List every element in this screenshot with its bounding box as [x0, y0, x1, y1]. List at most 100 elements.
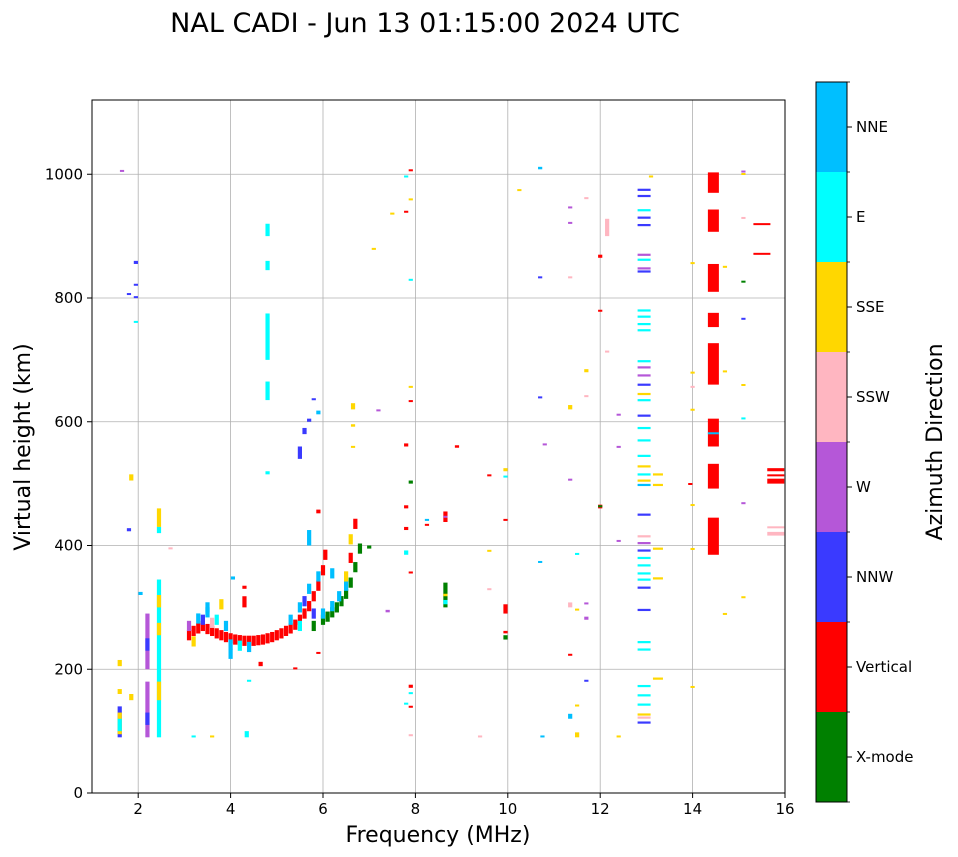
echo-segment [487, 549, 492, 552]
echo-trace-point [219, 599, 224, 610]
echo-segment [133, 283, 138, 286]
echo-segment [741, 502, 746, 505]
echo-segment [244, 731, 249, 738]
echo-side-tick [652, 577, 663, 580]
echo-segment [307, 418, 312, 422]
echo-segment [385, 609, 390, 613]
echo-segment [707, 263, 719, 292]
echo-trace-point [339, 596, 344, 607]
x-tick-label: 2 [133, 800, 143, 818]
echo-ladder-rung [637, 383, 651, 386]
echo-segment [538, 560, 543, 563]
echo-ladder-rung [637, 542, 651, 545]
echo-segment [503, 468, 508, 472]
echo-segment [117, 659, 122, 667]
echo-trace-point [288, 614, 293, 625]
echo-segment [575, 732, 580, 738]
echo-trace-point [228, 648, 233, 659]
echo-trace-point [214, 614, 219, 625]
echo-segment [404, 505, 409, 509]
echo-trace-point [205, 623, 210, 635]
echo-segment [126, 293, 132, 296]
echo-trace-point [320, 565, 326, 576]
echo-segment [616, 735, 621, 738]
echo-segment [503, 630, 508, 634]
echo-ladder-rung [637, 641, 651, 644]
echo-segment [408, 198, 413, 201]
echo-segment [133, 296, 138, 299]
colorbar-swatch [816, 442, 847, 532]
echo-segment [540, 735, 545, 738]
echo-ladder-rung [637, 360, 651, 363]
echo-segment [129, 474, 134, 481]
y-tick-label: 0 [73, 784, 83, 802]
echo-trace-point [344, 580, 349, 591]
echo-trace-point [344, 588, 349, 599]
echo-trace-point [353, 518, 358, 529]
echo-segment [503, 475, 508, 478]
echo-segment [538, 396, 543, 399]
echo-segment [605, 218, 610, 237]
echo-segment [598, 505, 603, 508]
echo-segment [688, 483, 693, 486]
echo-segment [741, 417, 746, 420]
echo-segment [156, 595, 162, 608]
echo-segment [690, 385, 695, 388]
echo-trace-point [260, 634, 266, 645]
echo-ladder-rung [637, 564, 651, 567]
echo-trace-point [330, 568, 335, 579]
chart-title: NAL CADI - Jun 13 01:15:00 2024 UTC [170, 8, 680, 39]
y-axis-ticks: 0 200 400 600 800 1000 [45, 165, 92, 802]
echo-ladder-rung [637, 513, 651, 516]
echo-trace-point [302, 608, 307, 619]
echo-segment [575, 704, 580, 707]
echo-ladder-rung [637, 454, 651, 457]
echo-segment [408, 400, 413, 403]
echo-segment [707, 517, 719, 555]
echo-segment [316, 509, 321, 514]
echo-segment [230, 576, 236, 580]
echo-ladder-rung [637, 194, 651, 198]
echo-segment [404, 443, 409, 447]
echo-segment [424, 518, 430, 521]
colorbar-category-label: X-mode [856, 748, 913, 766]
echo-trace-point [274, 630, 279, 641]
echo-segment [133, 260, 138, 264]
echo-segment [156, 526, 162, 534]
echo-ladder-rung [637, 703, 651, 706]
echo-trace-point [320, 608, 326, 619]
echo-trace-point [348, 577, 353, 588]
echo-segment [258, 661, 263, 667]
echo-trace-point [242, 635, 247, 646]
echo-trace-point [311, 620, 316, 632]
echo-segment [408, 705, 413, 708]
echo-ladder-rung [637, 322, 651, 326]
echo-ladder-rung [637, 223, 651, 227]
echo-segment [156, 579, 162, 738]
echo-ladder-rung [637, 399, 651, 402]
echo-segment [302, 427, 307, 435]
echo-trace-point [288, 623, 293, 634]
echo-segment [542, 443, 547, 446]
echo-segment [584, 616, 589, 620]
echo-ladder-rung [637, 267, 651, 270]
echo-trace-point [246, 635, 252, 646]
echo-segment [767, 478, 785, 484]
colorbar-frame [815, 81, 848, 803]
echo-trace-point [256, 635, 261, 646]
echo-trace-point [214, 628, 219, 639]
echo-trace-point [348, 534, 353, 545]
echo-segment [741, 317, 746, 320]
echo-segment [568, 405, 573, 410]
echo-ladder-rung [637, 258, 651, 261]
echo-segment [741, 170, 746, 173]
echo-segment [753, 252, 771, 255]
echo-segment [648, 175, 654, 178]
echo-trace-point [200, 614, 205, 625]
colorbar-category-label: W [856, 478, 871, 496]
echo-trace-point [330, 607, 335, 618]
echo-segment [568, 653, 573, 656]
echo-trace-point [283, 625, 289, 636]
x-tick-label: 10 [498, 800, 517, 818]
